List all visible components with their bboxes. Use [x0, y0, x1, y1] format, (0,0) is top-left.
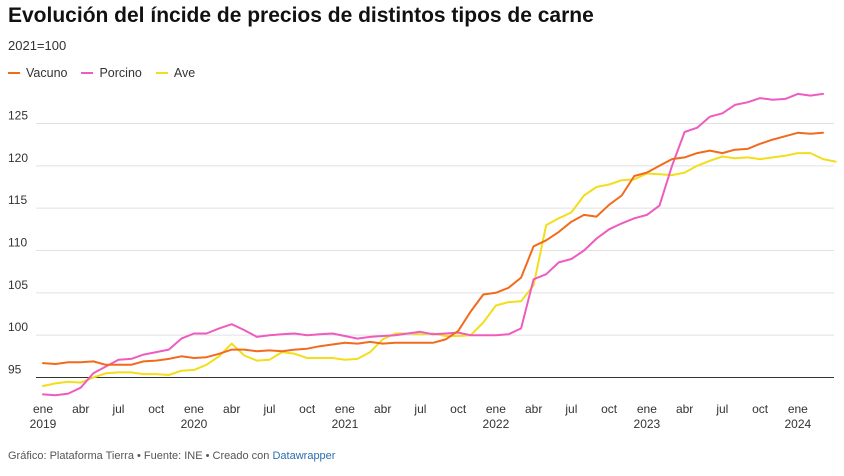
legend-label-porcino: Porcino — [99, 66, 142, 80]
x-tick-label: oct — [601, 402, 618, 416]
x-tick-label: oct — [752, 402, 769, 416]
y-tick-label: 95 — [8, 363, 22, 377]
legend-swatch-vacuno — [8, 72, 20, 74]
legend-item-porcino: Porcino — [81, 66, 142, 80]
x-tick-label: ene — [33, 402, 53, 416]
x-tick-label: ene — [184, 402, 204, 416]
x-tick-year-label: 2020 — [181, 417, 208, 431]
chart-subtitle: 2021=100 — [8, 38, 67, 53]
legend-item-ave: Ave — [155, 66, 196, 80]
x-tick-label: oct — [299, 402, 316, 416]
footer-text: Gráfico: Plataforma Tierra • Fuente: INE… — [8, 450, 273, 462]
gridlines — [36, 123, 834, 378]
x-tick-label: jul — [111, 402, 124, 416]
y-tick-label: 120 — [8, 151, 28, 165]
datawrapper-link[interactable]: Datawrapper — [272, 450, 336, 462]
x-tick-label: jul — [564, 402, 577, 416]
y-tick-label: 125 — [8, 109, 28, 123]
x-tick-label: ene — [335, 402, 355, 416]
x-tick-year-label: 2024 — [784, 417, 811, 431]
x-tick-year-label: 2023 — [634, 417, 661, 431]
x-tick-label: oct — [148, 402, 165, 416]
x-tick-label: jul — [413, 402, 426, 416]
footer: Gráfico: Plataforma Tierra • Fuente: INE… — [8, 450, 335, 462]
chart-title: Evolución del íncide de precios de disti… — [8, 4, 594, 27]
legend-label-vacuno: Vacuno — [26, 66, 68, 80]
legend-swatch-ave — [155, 72, 168, 74]
legend-item-vacuno: Vacuno — [8, 66, 67, 80]
legend-swatch-porcino — [81, 72, 94, 74]
x-tick-year-label: 2019 — [30, 417, 57, 431]
y-tick-label: 115 — [8, 193, 27, 207]
x-tick-label: abr — [223, 402, 240, 416]
series-line-porcino — [42, 92, 824, 397]
x-tick-label: ene — [637, 402, 657, 416]
x-tick-year-label: 2021 — [332, 417, 359, 431]
series-line-vacuno — [42, 131, 824, 366]
y-tick-label: 100 — [8, 320, 28, 334]
y-tick-label: 110 — [8, 236, 27, 250]
legend-label-ave: Ave — [173, 66, 196, 80]
x-tick-label: jul — [262, 402, 275, 416]
x-tick-label: abr — [72, 402, 89, 416]
series-lines — [42, 92, 837, 397]
y-axis-ticks: 95 100 105 110 115 120 125 — [8, 109, 28, 377]
y-tick-label: 105 — [8, 278, 28, 292]
x-tick-label: abr — [676, 402, 693, 416]
x-tick-label: ene — [486, 402, 506, 416]
x-tick-year-label: 2022 — [483, 417, 510, 431]
legend: Vacuno Porcino Ave — [8, 66, 195, 80]
x-tick-label: oct — [450, 402, 467, 416]
x-tick-label: jul — [715, 402, 728, 416]
x-tick-label: abr — [374, 402, 391, 416]
x-tick-label: abr — [525, 402, 542, 416]
x-tick-label: ene — [788, 402, 808, 416]
